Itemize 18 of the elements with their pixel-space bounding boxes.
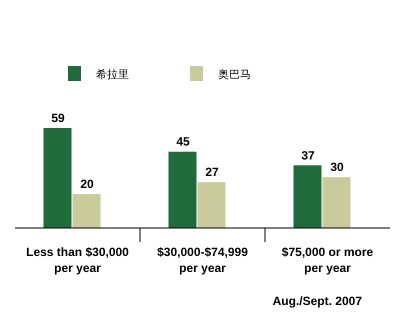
data-label: 37 [301,148,315,162]
text: Aug./Sept. 2007 [272,294,362,308]
bar [198,182,226,228]
x-tick-label: Less than $30,000 per year [26,245,130,275]
legend-label: 奥巴马 [218,69,251,81]
bar [72,194,100,228]
bar [294,165,322,228]
data-label: 20 [80,177,94,192]
bar [168,152,196,228]
x-tick-label: $30,000-$74,999 per year [157,245,248,275]
data-label: 27 [205,165,219,180]
bar [322,177,350,228]
bar [44,128,72,228]
data-label: 59 [51,111,65,125]
data-label: 30 [330,160,344,174]
legend-label: 希拉里 [96,68,129,81]
data-label: 45 [176,134,190,149]
x-tick-label: $75,000 or more per year [282,245,374,275]
